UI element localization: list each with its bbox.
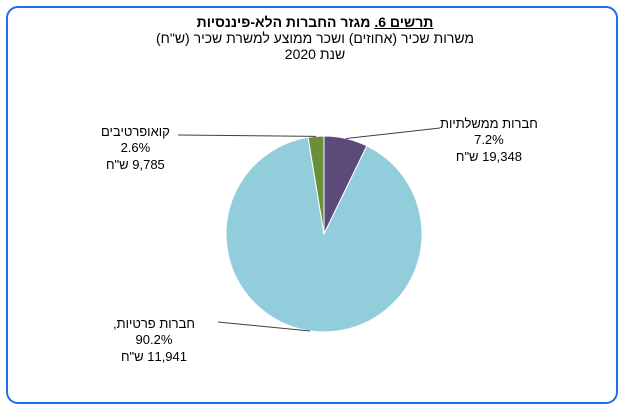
slice-wage-private: 11,941 ש"ח [120,348,187,364]
chart-title: תרשים 6. מגזר החברות הלא-פיננסיות [140,14,490,30]
slice-cooperatives [307,135,325,235]
slice-wage-government: 19,348 ש"ח [455,148,522,164]
slice-name-private: חברות פרטיות, [113,316,195,331]
slice-label-private: חברות פרטיות, 90.2% 11,941 ש"ח [113,316,195,365]
chart-title-block: תרשים 6. מגזר החברות הלא-פיננסיות משרות … [140,14,490,62]
chart-title-prefix: תרשים 6. [374,14,434,30]
leader-line-private [217,321,310,332]
chart-subtitle: משרות שכיר (אחוזים) ושכר ממוצע למשרת שכי… [155,30,475,47]
chart-year: שנת 2020 [284,46,346,63]
leader-line-government [345,127,441,139]
chart-title-text: מגזר החברות הלא-פיננסיות [196,14,371,30]
slice-percent-government: 7.2% [474,132,504,148]
slice-private [225,136,423,333]
slice-name-cooperatives: קואופרטיבים [101,124,170,139]
slice-label-cooperatives: קואופרטיבים 2.6% 9,785 ש"ח [101,124,170,173]
slice-name-government: חברות ממשלתיות [440,116,538,131]
slice-label-government: חברות ממשלתיות 7.2% 19,348 ש"ח [440,116,538,165]
slice-wage-cooperatives: 9,785 ש"ח [105,156,165,172]
slice-percent-cooperatives: 2.6% [120,140,151,156]
slice-percent-private: 90.2% [135,332,173,348]
leader-line-cooperatives [177,134,317,137]
